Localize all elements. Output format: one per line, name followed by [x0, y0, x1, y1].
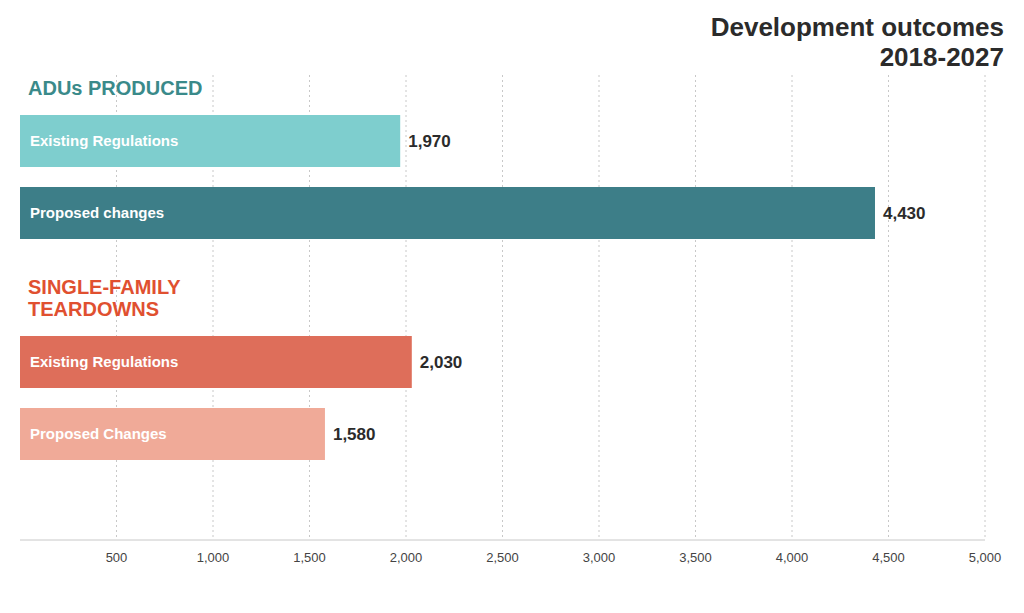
tick-label: 3,500	[679, 550, 712, 565]
bar-label: Existing Regulations	[30, 353, 178, 370]
tick-label: 2,000	[390, 550, 423, 565]
tick-label: 500	[106, 550, 128, 565]
section-label: SINGLE-FAMILYTEARDOWNS	[28, 276, 181, 320]
tick-label: 5,000	[969, 550, 1002, 565]
bar	[20, 187, 875, 239]
grid-line	[888, 75, 889, 540]
grid-line	[599, 75, 600, 540]
tick-label: 1,500	[293, 550, 326, 565]
subtitle: 2018-2027	[880, 42, 1004, 72]
page: {"chart_data": { "type": "bar", "orienta…	[0, 0, 1024, 613]
bar	[20, 336, 412, 388]
value-label: 1,970	[408, 132, 451, 151]
tick-label: 3,000	[583, 550, 616, 565]
value-label: 4,430	[883, 204, 926, 223]
x-axis-line	[20, 540, 985, 541]
grid-line	[792, 75, 793, 540]
tick-label: 2,500	[486, 550, 519, 565]
section-label-line: ADUs PRODUCED	[28, 77, 202, 99]
chart: Development outcomes2018-2027 500 1,000 1,5…	[0, 0, 1024, 613]
grid-line	[406, 75, 407, 540]
title: Development outcomes	[711, 12, 1004, 42]
section-label-line: SINGLE-FAMILY	[28, 276, 181, 298]
tick-label: 1,000	[197, 550, 230, 565]
grid-line	[695, 75, 696, 540]
bars	[20, 115, 875, 460]
bar	[20, 115, 400, 167]
bar-label: Proposed changes	[30, 204, 164, 221]
value-label: 1,580	[333, 425, 376, 444]
section-label-line: TEARDOWNS	[28, 298, 159, 320]
x-ticks: 500 1,000 1,500 2,000 2,500 3,000 3,500 4,000 4,…	[106, 550, 1002, 565]
tick-label: 4,500	[872, 550, 905, 565]
value-label: 2,030	[420, 353, 463, 372]
bar	[20, 408, 325, 460]
labels: ADUs PRODUCED Existing Regulations 1,970 Pr…	[28, 77, 926, 444]
bar-label: Proposed Changes	[30, 425, 167, 442]
grid-line	[985, 75, 986, 540]
bar-label: Existing Regulations	[30, 132, 178, 149]
grid-line	[502, 75, 503, 540]
tick-label: 4,000	[776, 550, 809, 565]
section-label: ADUs PRODUCED	[28, 77, 202, 99]
